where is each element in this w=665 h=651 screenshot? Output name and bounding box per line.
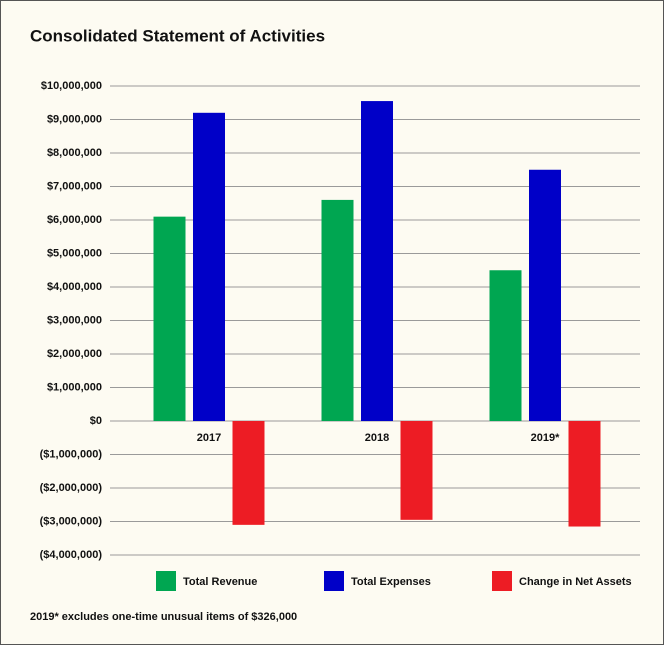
- bar: [153, 216, 186, 421]
- y-tick-label: $1,000,000: [47, 381, 102, 393]
- y-tick-label: $4,000,000: [47, 281, 102, 293]
- x-tick-label: 2017: [197, 432, 221, 444]
- y-tick-label: $10,000,000: [41, 80, 102, 92]
- bar: [232, 421, 265, 525]
- x-tick-label: 2019*: [531, 432, 560, 444]
- footnote: 2019* excludes one-time unusual items of…: [30, 611, 297, 623]
- y-tick-label: $0: [90, 415, 102, 427]
- bar: [400, 421, 433, 520]
- bar: [489, 270, 522, 421]
- y-tick-label: $7,000,000: [47, 180, 102, 192]
- bar: [568, 421, 601, 527]
- legend-label: Change in Net Assets: [519, 576, 632, 588]
- y-tick-label: $2,000,000: [47, 348, 102, 360]
- y-tick-label: ($4,000,000): [40, 549, 103, 561]
- y-tick-label: $3,000,000: [47, 314, 102, 326]
- y-tick-label: $8,000,000: [47, 147, 102, 159]
- y-tick-label: ($2,000,000): [40, 482, 103, 494]
- y-tick-label: $5,000,000: [47, 247, 102, 259]
- legend-swatch: [156, 571, 176, 591]
- bar: [361, 101, 393, 421]
- y-tick-label: $9,000,000: [47, 113, 102, 125]
- bar: [193, 112, 225, 422]
- legend-swatch: [492, 571, 512, 591]
- legend-label: Total Revenue: [183, 576, 257, 588]
- y-tick-label: ($3,000,000): [40, 515, 103, 527]
- x-tick-label: 2018: [365, 432, 389, 444]
- y-tick-label: ($1,000,000): [40, 448, 103, 460]
- chart-title: Consolidated Statement of Activities: [30, 26, 325, 45]
- y-tick-label: $6,000,000: [47, 214, 102, 226]
- legend-label: Total Expenses: [351, 576, 431, 588]
- legend-swatch: [324, 571, 344, 591]
- bar: [321, 199, 354, 421]
- bar: [529, 169, 561, 421]
